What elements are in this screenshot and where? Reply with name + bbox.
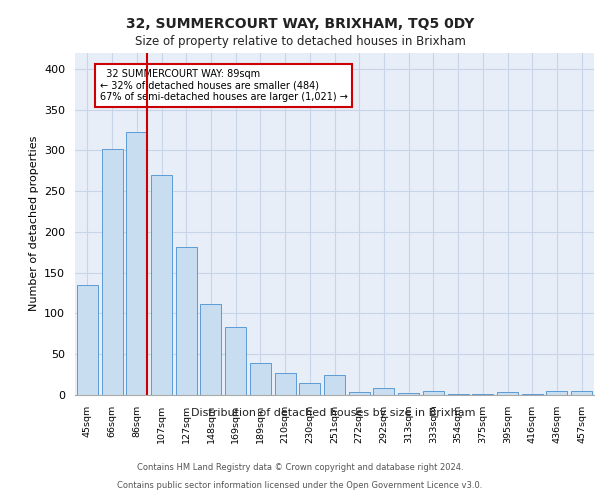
Bar — [448, 394, 469, 395]
Bar — [571, 391, 592, 395]
Bar — [275, 373, 296, 395]
Bar — [349, 392, 370, 395]
Bar — [497, 392, 518, 395]
Bar — [547, 391, 568, 395]
Text: Contains HM Land Registry data © Crown copyright and database right 2024.: Contains HM Land Registry data © Crown c… — [137, 464, 463, 472]
Bar — [398, 392, 419, 395]
Y-axis label: Number of detached properties: Number of detached properties — [29, 136, 38, 312]
Bar — [151, 175, 172, 395]
Text: 32 SUMMERCOURT WAY: 89sqm
← 32% of detached houses are smaller (484)
67% of semi: 32 SUMMERCOURT WAY: 89sqm ← 32% of detac… — [100, 69, 347, 102]
Bar — [176, 246, 197, 395]
Bar — [200, 304, 221, 395]
Bar — [101, 148, 122, 395]
Bar — [250, 363, 271, 395]
Text: Size of property relative to detached houses in Brixham: Size of property relative to detached ho… — [134, 35, 466, 48]
Text: 32, SUMMERCOURT WAY, BRIXHAM, TQ5 0DY: 32, SUMMERCOURT WAY, BRIXHAM, TQ5 0DY — [126, 18, 474, 32]
Bar — [126, 132, 147, 395]
Text: Contains public sector information licensed under the Open Government Licence v3: Contains public sector information licen… — [118, 481, 482, 490]
Bar — [423, 391, 444, 395]
Bar — [77, 285, 98, 395]
Bar — [373, 388, 394, 395]
Bar — [299, 383, 320, 395]
Bar — [225, 326, 246, 395]
Bar — [522, 394, 543, 395]
Text: Distribution of detached houses by size in Brixham: Distribution of detached houses by size … — [191, 408, 475, 418]
Bar — [324, 374, 345, 395]
Bar — [472, 394, 493, 395]
